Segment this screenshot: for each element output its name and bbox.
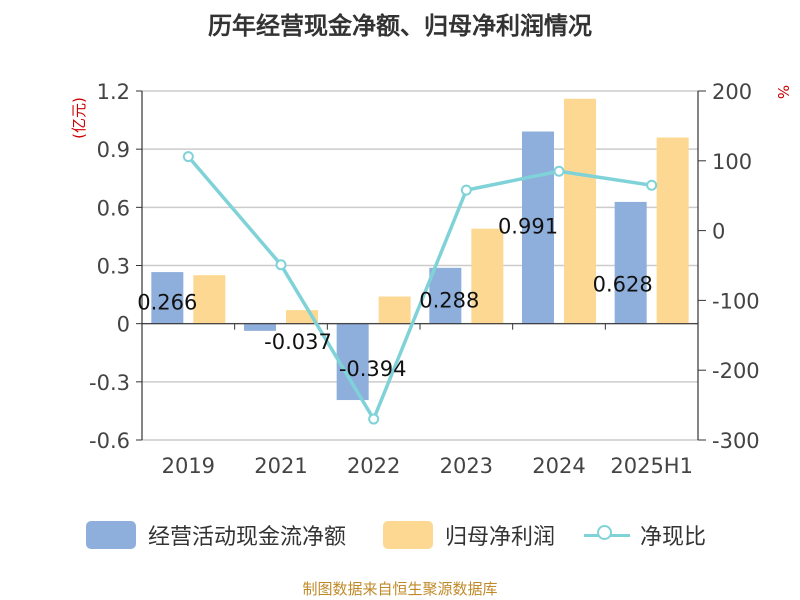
data-label-cashflow: 0.266 [137,291,197,315]
x-tick-label: 2022 [347,454,400,478]
right-axis-unit: % [774,85,792,99]
x-tick-label: 2021 [254,454,307,478]
data-label-cashflow: 0.991 [498,215,558,239]
legend-swatch-cashflow [86,521,136,549]
bar-cashflow [522,131,554,324]
left-tick-label: 0 [117,313,130,337]
right-tick-label: -200 [712,359,760,383]
right-tick-label: -100 [712,289,760,313]
x-tick-label: 2024 [532,454,585,478]
left-axis-unit: (亿元) [70,97,88,139]
bar-net-profit [564,98,596,324]
bar-net-profit [656,137,689,324]
legend: 经营活动现金流净额 归母净利润 净现比 [0,518,800,552]
right-tick-label: 200 [712,80,752,104]
chart-title: 历年经营现金净额、归母净利润情况 [208,12,592,40]
x-tick-label: 2023 [440,454,493,478]
data-label-cashflow: 0.628 [593,273,653,297]
x-tick-label: 2019 [162,454,215,478]
legend-label-cash-ratio: 净现比 [640,525,707,550]
legend-item-cashflow[interactable]: 经营活动现金流净额 [86,518,346,552]
line-point-cash-ratio [646,179,658,191]
bar-net-profit [193,275,226,324]
x-tick-label: 2025H1 [610,454,693,478]
right-tick-label: 100 [712,150,752,174]
line-point-cash-ratio [275,259,287,271]
bar-cashflow [429,267,462,324]
legend-label-net-profit: 归母净利润 [445,525,556,550]
bar-cashflow [614,201,647,324]
data-label-cashflow: -0.394 [339,357,407,381]
data-label-cashflow: -0.037 [264,330,332,354]
bar-net-profit [471,228,504,324]
left-tick-label: 0.9 [97,138,130,162]
legend-item-cash-ratio[interactable]: 净现比 [584,518,706,552]
left-tick-label: -0.3 [89,371,130,395]
bar-net-profit [378,296,411,324]
bar-cashflow [244,323,276,331]
data-source-note: 制图数据来自恒生聚源数据库 [302,580,498,598]
left-tick-label: 1.2 [97,80,130,104]
right-tick-label: -300 [712,429,760,453]
left-tick-label: 0.3 [97,255,130,279]
bar-cashflow [151,272,184,324]
line-point-cash-ratio [553,165,565,177]
line-point-cash-ratio [460,184,472,196]
line-cash-ratio [187,155,652,421]
legend-swatch-net-profit [383,521,433,549]
right-tick-label: 0 [712,220,725,244]
line-point-cash-ratio [368,413,380,425]
data-label-cashflow: 0.288 [419,289,479,313]
legend-line-icon [584,521,630,549]
left-tick-label: 0.6 [97,196,130,220]
legend-label-cashflow: 经营活动现金流净额 [148,525,347,550]
left-tick-label: -0.6 [89,429,130,453]
legend-item-net-profit[interactable]: 归母净利润 [383,518,555,552]
line-point-cash-ratio [182,151,194,163]
